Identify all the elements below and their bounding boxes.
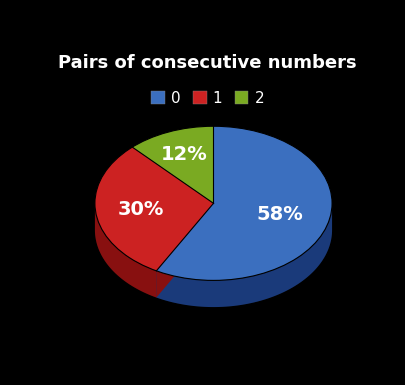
Polygon shape <box>156 203 213 298</box>
Text: 30%: 30% <box>117 200 164 219</box>
Text: 12%: 12% <box>160 145 207 164</box>
Polygon shape <box>132 126 213 203</box>
Text: 58%: 58% <box>257 205 303 224</box>
Legend: 0, 1, 2: 0, 1, 2 <box>145 85 270 112</box>
Polygon shape <box>156 203 213 298</box>
Ellipse shape <box>95 153 332 307</box>
Polygon shape <box>95 147 213 271</box>
Polygon shape <box>156 126 332 280</box>
Polygon shape <box>156 203 332 307</box>
Polygon shape <box>95 204 156 298</box>
Text: Pairs of consecutive numbers: Pairs of consecutive numbers <box>58 54 357 72</box>
